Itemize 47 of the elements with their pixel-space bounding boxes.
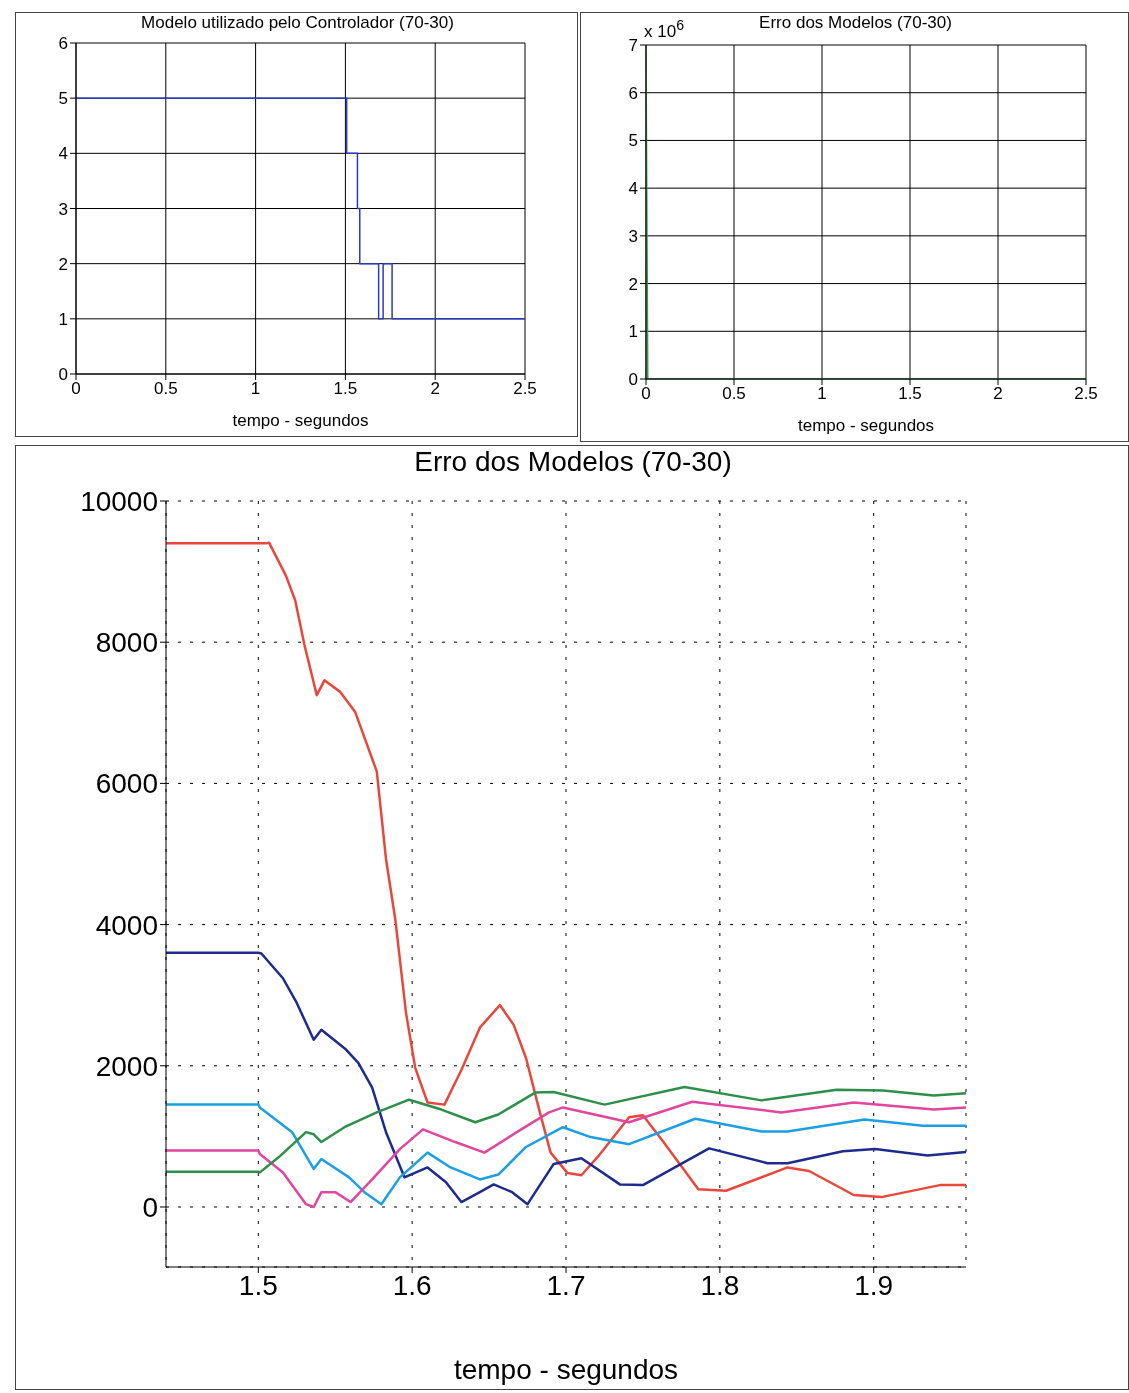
- y-tick-label: 0: [142, 1191, 158, 1223]
- y-tick-label: 0: [58, 365, 68, 385]
- y-tick-label: 5: [628, 131, 638, 151]
- x-tick-label: 1.8: [700, 1269, 740, 1301]
- x-tick-label: 2.5: [1074, 384, 1098, 404]
- chart-title: Erro dos Modelos (70-30): [413, 446, 733, 478]
- x-axis-title: tempo - segundos: [232, 411, 369, 430]
- x-tick-label: 1.7: [546, 1269, 586, 1301]
- y-tick-label: 6000: [95, 768, 158, 800]
- y-tick-label: 5: [58, 89, 68, 109]
- y-tick-label: 1: [628, 322, 638, 342]
- x-tick-label: 1.6: [392, 1269, 432, 1301]
- x-axis-title: tempo - segundos: [797, 416, 935, 435]
- y-tick-label: 4: [58, 144, 68, 164]
- line-series: [166, 1085, 966, 1174]
- y-tick-label: 4: [628, 179, 638, 199]
- text: x 10$^{6}$: [644, 17, 685, 42]
- x-tick-label: 1: [250, 379, 261, 399]
- y-tick-label: 6: [628, 83, 638, 103]
- x-tick-label: 2: [993, 384, 1003, 404]
- y-tick-label: 8000: [95, 627, 158, 659]
- y-tick-label: 3: [58, 199, 68, 219]
- x-tick-label: 0: [641, 384, 651, 404]
- line-series: [166, 541, 966, 1199]
- x-axis-title: tempo - segundos: [453, 1354, 679, 1385]
- chart-title: Modelo utilizado pelo Controlador (70-30): [140, 13, 455, 33]
- x-tick-label: 1.5: [333, 379, 358, 399]
- x-tick-label: 1: [817, 384, 827, 404]
- y-tick-label: 2: [58, 254, 68, 274]
- y-tick-label: 4000: [95, 909, 158, 941]
- y-tick-label: 2000: [95, 1050, 158, 1082]
- y-tick-label: 7: [628, 36, 638, 56]
- chart-title: Erro dos Modelos (70-30): [759, 13, 952, 32]
- y-tick-label: 1: [58, 309, 68, 329]
- x-tick-label: 2.5: [513, 379, 537, 399]
- x-tick-label: 2: [430, 379, 440, 399]
- y-tick-label: 10000: [80, 485, 158, 517]
- y-tick-label: 3: [628, 226, 638, 246]
- x-tick-label: 0.5: [153, 379, 178, 399]
- x-tick-label: 0.5: [722, 384, 746, 404]
- line-series: [166, 951, 966, 1206]
- x-tick-label: 0: [71, 379, 81, 399]
- x-tick-label: 1.5: [238, 1269, 278, 1301]
- y-tick-label: 6: [58, 34, 68, 54]
- x-tick-label: 1.5: [898, 384, 922, 404]
- y-tick-label: 2: [628, 274, 638, 294]
- x-tick-label: 1.9: [854, 1269, 894, 1301]
